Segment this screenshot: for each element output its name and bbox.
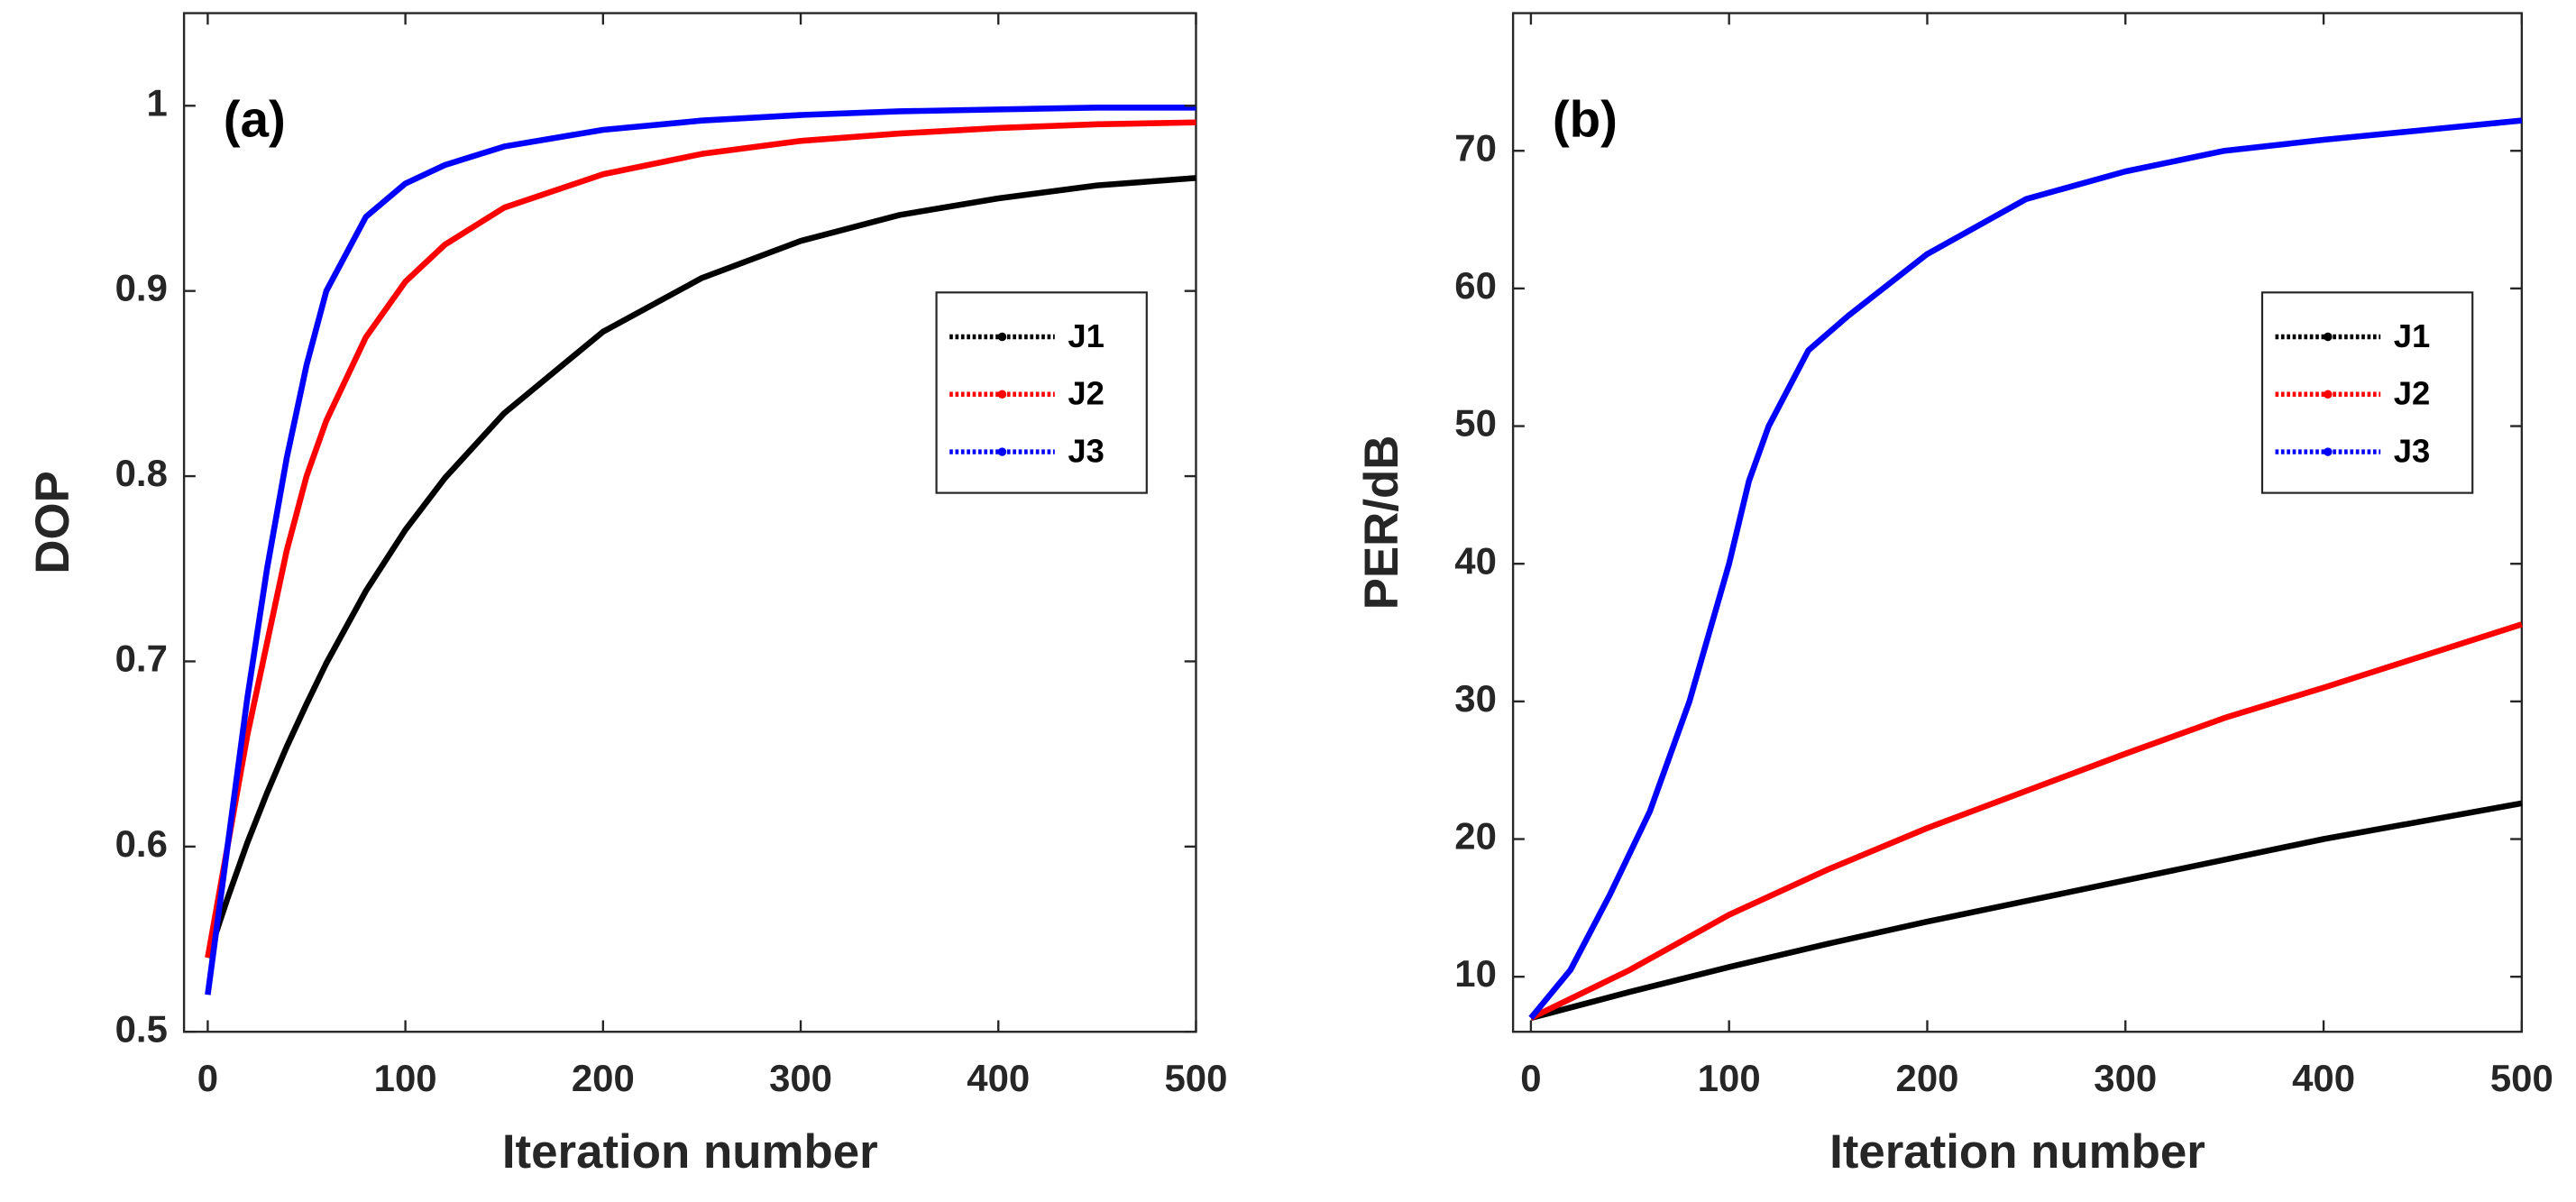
panel-label: (b)	[1553, 91, 1618, 148]
x-tick-label: 500	[2490, 1057, 2553, 1099]
x-tick-label: 400	[967, 1057, 1030, 1099]
plot-area	[182, 12, 1197, 1033]
legend-marker	[2324, 447, 2333, 456]
legend: J1 J2 J3	[2260, 291, 2474, 494]
legend-marker	[2324, 390, 2333, 399]
legend: J1 J2 J3	[935, 291, 1148, 494]
x-tick-label: 0	[1520, 1057, 1541, 1099]
y-tick-label: 0.8	[115, 452, 168, 494]
series-line	[205, 119, 1196, 959]
legend-marker	[997, 447, 1007, 456]
legend-marker	[2324, 332, 2333, 342]
y-axis-label: DOP	[26, 471, 79, 573]
legend-label: J1	[1068, 317, 1105, 354]
series-line	[1528, 117, 2523, 1021]
y-tick-label: 1	[147, 81, 168, 124]
subplot: 0.5 0.6 0.7 0.8 0.9 1 0 100 200 300 400 500 Iteratio…	[26, 12, 1228, 1179]
legend-label: J2	[2394, 375, 2431, 412]
panel-label: (a)	[224, 91, 286, 148]
y-tick-label: 40	[1454, 539, 1497, 582]
y-tick-label: 0.6	[115, 822, 168, 865]
legend-label: J2	[1068, 375, 1105, 412]
x-tick-label: 300	[769, 1057, 832, 1099]
series-line	[205, 175, 1196, 959]
legend-label: J3	[2394, 433, 2431, 470]
legend-label: J1	[2394, 317, 2431, 354]
series-line	[1529, 621, 2523, 1021]
y-tick-label: 70	[1454, 126, 1497, 169]
series-line	[1530, 800, 2523, 1022]
x-tick-label: 300	[2094, 1057, 2157, 1099]
x-tick-label: 400	[2292, 1057, 2355, 1099]
subplot: 10 20 30 40 50 60 70 0 100 200 300 400 500 Iteration …	[1355, 12, 2553, 1179]
y-tick-label: 10	[1454, 952, 1497, 995]
y-tick-label: 0.9	[115, 267, 168, 309]
y-tick-label: 20	[1454, 815, 1497, 858]
y-tick-label: 0.7	[115, 638, 168, 680]
y-tick-label: 60	[1454, 264, 1497, 307]
legend-label: J3	[1068, 433, 1105, 470]
x-tick-label: 100	[374, 1057, 437, 1099]
y-tick-label: 0.5	[115, 1007, 168, 1050]
x-tick-label: 100	[1698, 1057, 1761, 1099]
y-tick-label: 30	[1454, 677, 1497, 720]
y-axis-label: PER/dB	[1355, 436, 1408, 610]
legend-marker	[997, 332, 1007, 342]
legend-marker	[997, 390, 1007, 399]
x-tick-label: 200	[1896, 1057, 1959, 1099]
x-axis-label: Iteration number	[502, 1125, 878, 1179]
series-line	[205, 105, 1196, 996]
x-tick-label: 200	[572, 1057, 635, 1099]
plot-area	[1511, 12, 2524, 1033]
y-tick-label: 50	[1454, 402, 1497, 445]
x-axis-label: Iteration number	[1829, 1125, 2205, 1179]
x-tick-label: 500	[1165, 1057, 1228, 1099]
x-tick-label: 0	[197, 1057, 218, 1099]
